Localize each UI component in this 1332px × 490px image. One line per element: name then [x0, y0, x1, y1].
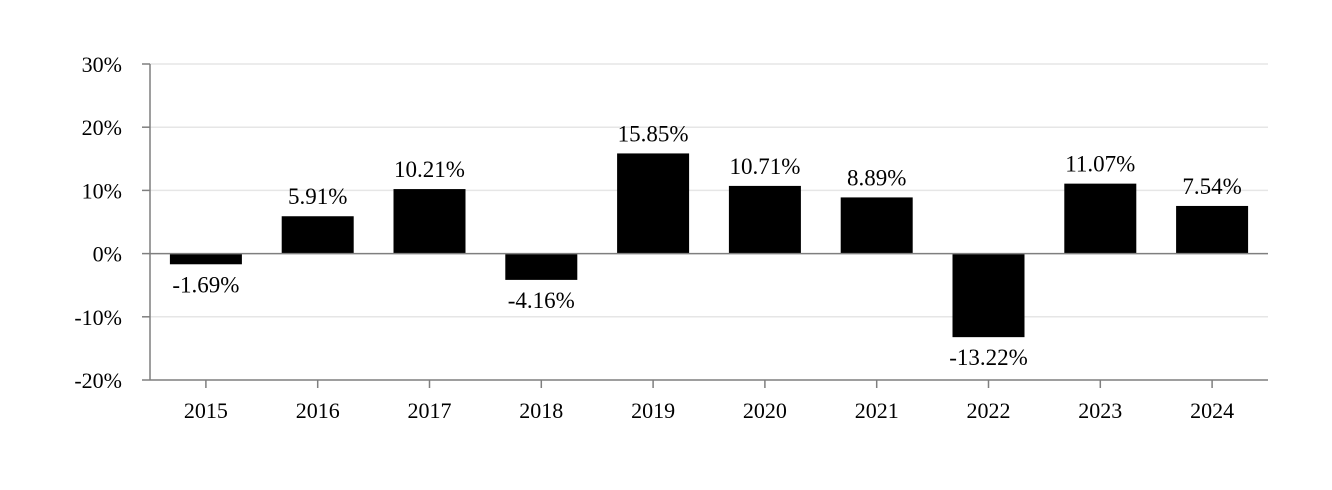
- x-tick-label: 2021: [855, 398, 899, 423]
- x-tick-label: 2018: [519, 398, 563, 423]
- data-label-2015: -1.69%: [172, 272, 239, 297]
- data-labels: -1.69% 5.91% 10.21% -4.16% 15.85% 10.71% 8.89%…: [172, 121, 1241, 370]
- bar-2018: [505, 253, 578, 280]
- bar-2016: [281, 216, 354, 254]
- x-tick-label: 2015: [184, 398, 228, 423]
- bar-2023: [1064, 183, 1137, 254]
- data-label-2018: -4.16%: [508, 288, 575, 313]
- bar-2015: [169, 253, 242, 265]
- y-tick-label: 10%: [82, 178, 122, 203]
- x-tick-label: 2024: [1190, 398, 1234, 423]
- x-tick-labels: 2015 2016 2017 2018 2019 2020 2021 2022 2023 2024: [184, 398, 1234, 423]
- x-tick-label: 2020: [743, 398, 787, 423]
- data-label-2024: 7.54%: [1182, 174, 1241, 199]
- data-label-2021: 8.89%: [847, 165, 906, 190]
- axes: [142, 63, 1268, 388]
- y-tick-label: -20%: [74, 368, 122, 393]
- data-label-2022: -13.22%: [949, 345, 1028, 370]
- x-tick-label: 2023: [1078, 398, 1122, 423]
- data-label-2016: 5.91%: [288, 184, 347, 209]
- x-tick-label: 2022: [967, 398, 1011, 423]
- x-tick-label: 2016: [296, 398, 340, 423]
- y-tick-label: -10%: [74, 305, 122, 330]
- gridlines: [150, 63, 1268, 318]
- bar-2020: [728, 185, 801, 254]
- bar-2022: [952, 253, 1025, 338]
- y-tick-label: 30%: [82, 52, 122, 77]
- x-tick-label: 2017: [408, 398, 452, 423]
- data-label-2020: 10.71%: [729, 154, 800, 179]
- y-tick-label: 0%: [93, 242, 122, 267]
- bars: [169, 153, 1249, 338]
- data-label-2017: 10.21%: [394, 157, 465, 182]
- y-tick-labels: 30% 20% 10% 0% -10% -20%: [74, 52, 122, 393]
- x-tick-label: 2019: [631, 398, 675, 423]
- bar-2024: [1176, 205, 1249, 254]
- bar-2021: [840, 197, 913, 254]
- bar-2017: [393, 189, 466, 254]
- bar-2019: [617, 153, 690, 254]
- data-label-2023: 11.07%: [1065, 152, 1135, 177]
- data-label-2019: 15.85%: [618, 121, 689, 146]
- y-tick-label: 20%: [82, 115, 122, 140]
